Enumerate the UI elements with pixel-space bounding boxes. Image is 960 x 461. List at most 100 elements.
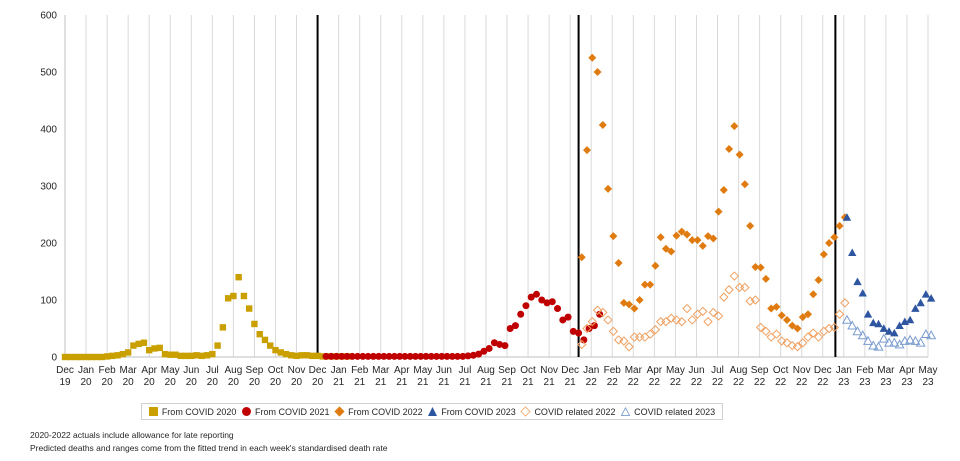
x-tick-month: Aug <box>477 365 495 376</box>
from-covid-2021-point <box>338 352 346 360</box>
covid-related-2022-point <box>613 335 624 345</box>
from-covid-2020-point <box>135 340 142 348</box>
covid-related-2023-point <box>926 330 937 340</box>
x-tick-year: 21 <box>544 377 556 388</box>
from-covid-2022-point <box>698 241 707 250</box>
x-tick-label: Nov 21 <box>540 365 558 388</box>
covid-related-2023-point <box>878 333 889 343</box>
from-covid-2021-point <box>396 352 404 360</box>
from-covid-2021-point <box>569 327 577 335</box>
covid-related-2022-point <box>834 309 845 319</box>
from-covid-2022-point <box>614 258 623 267</box>
from-covid-2021-point <box>596 310 604 318</box>
x-tick-year: 21 <box>333 377 345 388</box>
x-tick-month: Aug <box>224 365 242 376</box>
from-covid-2020-point <box>93 353 100 361</box>
x-tick-year: 21 <box>438 377 450 388</box>
from-covid-2020-point <box>272 346 279 354</box>
covid-related-2022-point <box>682 303 692 314</box>
from-covid-2020-point <box>256 331 263 338</box>
x-tick-year: 20 <box>207 377 219 388</box>
y-tick-label: 200 <box>40 239 57 250</box>
x-tick-year: 21 <box>565 377 577 388</box>
from-covid-2021-point <box>490 339 498 347</box>
x-tick-label: Sep 20 <box>246 365 264 388</box>
covid-related-2022-point <box>813 332 824 342</box>
x-tick-label: Dec 22 <box>814 365 832 388</box>
x-tick-label: Apr 21 <box>394 365 410 388</box>
covid-related-2022-point <box>824 323 834 334</box>
from-covid-2020-point <box>235 274 242 281</box>
footnote-2: Predicted deaths and ranges come from th… <box>30 443 388 453</box>
from-covid-2022-point <box>756 263 765 272</box>
covid-related-2022-point <box>829 322 840 333</box>
covid-related-2022-point <box>840 298 850 308</box>
from-covid-2021-point <box>580 336 588 344</box>
from-covid-2021-point <box>385 352 393 360</box>
x-tick-label: Mar 20 <box>120 365 138 388</box>
legend-label: COVID related 2022 <box>534 406 616 417</box>
x-tick-label: May 23 <box>919 365 938 388</box>
from-covid-2020-point <box>261 336 269 344</box>
x-tick-month: Jul <box>711 365 724 376</box>
x-tick-month: Sep <box>498 365 516 376</box>
covid-related-2022-point <box>608 326 619 337</box>
from-covid-2021-point <box>511 322 519 330</box>
x-tick-label: Jan 23 <box>836 365 852 388</box>
x-tick-label: May 21 <box>413 365 432 388</box>
x-tick-label: Feb 21 <box>351 365 369 388</box>
covid-related-2022-point <box>729 271 740 281</box>
x-tick-month: Nov <box>540 365 558 376</box>
from-covid-2022-point <box>772 302 781 311</box>
x-tick-year: 21 <box>459 377 471 388</box>
x-tick-label: Mar 22 <box>625 365 643 388</box>
x-tick-label: Apr 20 <box>141 365 157 388</box>
x-tick-month: Jan <box>836 365 852 376</box>
from-covid-2020-point <box>193 352 200 359</box>
legend-item: From COVID 2022 <box>334 406 423 417</box>
from-covid-2020-point <box>188 352 195 360</box>
from-covid-2021-point <box>375 352 383 360</box>
from-covid-2023-point <box>916 298 925 307</box>
covid-related-2022-point <box>582 323 592 334</box>
y-tick-label: 500 <box>40 68 57 79</box>
covid-related-2022-point <box>803 332 813 342</box>
x-tick-year: 22 <box>754 377 766 388</box>
from-covid-2021-point <box>475 350 483 358</box>
x-tick-year: 20 <box>144 377 156 388</box>
x-tick-month: Jan <box>78 365 94 376</box>
x-tick-year: 22 <box>775 377 787 388</box>
legend-label: From COVID 2021 <box>254 406 330 417</box>
from-covid-2023-point <box>895 321 904 330</box>
covid-related-2022-point <box>598 307 608 318</box>
from-covid-2020-point <box>114 352 121 359</box>
from-covid-2020-point <box>203 352 211 359</box>
covid-related-2022-point <box>777 336 787 346</box>
from-covid-2021-point <box>564 313 572 321</box>
x-tick-month: Feb <box>604 365 622 376</box>
x-tick-label: Dec 19 <box>56 365 74 388</box>
from-covid-2021-point <box>485 344 493 352</box>
from-covid-2020-point <box>282 350 290 358</box>
legend-label: From COVID 2022 <box>348 406 423 417</box>
from-covid-2021-point <box>575 329 583 337</box>
x-tick-month: Feb <box>98 365 116 376</box>
x-tick-year: 20 <box>80 377 92 388</box>
from-covid-2022-point <box>656 233 665 242</box>
x-tick-year: 21 <box>375 377 387 388</box>
x-tick-month: Jun <box>436 365 452 376</box>
covid-related-2022-point <box>619 336 629 346</box>
x-tick-month: Oct <box>520 365 536 376</box>
from-covid-2021-point <box>327 352 335 360</box>
from-covid-2022-point <box>646 280 655 289</box>
x-tick-label: Sep 21 <box>498 365 516 388</box>
x-tick-year: 22 <box>733 377 745 388</box>
x-tick-year: 22 <box>628 377 640 388</box>
x-tick-month: Sep <box>751 365 769 376</box>
covid-related-2022-point <box>771 329 782 339</box>
from-covid-2020-point <box>103 353 111 360</box>
x-tick-month: Dec <box>309 365 327 376</box>
covid-related-2023-point <box>857 330 868 340</box>
x-tick-year: 20 <box>291 377 303 388</box>
